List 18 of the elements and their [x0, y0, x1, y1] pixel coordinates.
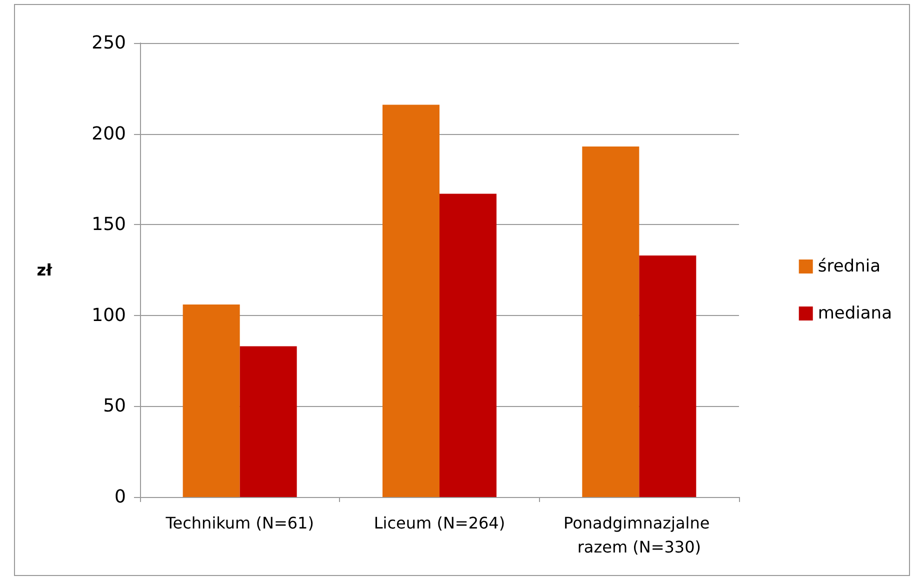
legend-label: mediana: [818, 304, 892, 324]
y-tick-label: 200: [92, 123, 126, 144]
legend-label: średnia: [818, 256, 880, 276]
bar: [240, 346, 297, 497]
y-tick-label: 250: [92, 32, 126, 54]
y-tick-label: 150: [92, 214, 126, 236]
bar: [582, 146, 640, 497]
bar: [440, 194, 496, 497]
y-tick-label: 50: [103, 396, 126, 417]
bar: [382, 104, 440, 497]
x-tick-label: Liceum (N=264): [374, 514, 506, 532]
bar: [639, 255, 696, 497]
y-tick-label: 100: [92, 304, 126, 326]
x-tick-label: Technikum (N=61): [164, 514, 314, 532]
y-tick-label: 0: [114, 486, 126, 508]
x-tick-label: Ponadgimnazjalne razem (N=330): [564, 514, 715, 556]
bar: [182, 304, 240, 497]
y-axis-title: zł: [36, 260, 54, 280]
